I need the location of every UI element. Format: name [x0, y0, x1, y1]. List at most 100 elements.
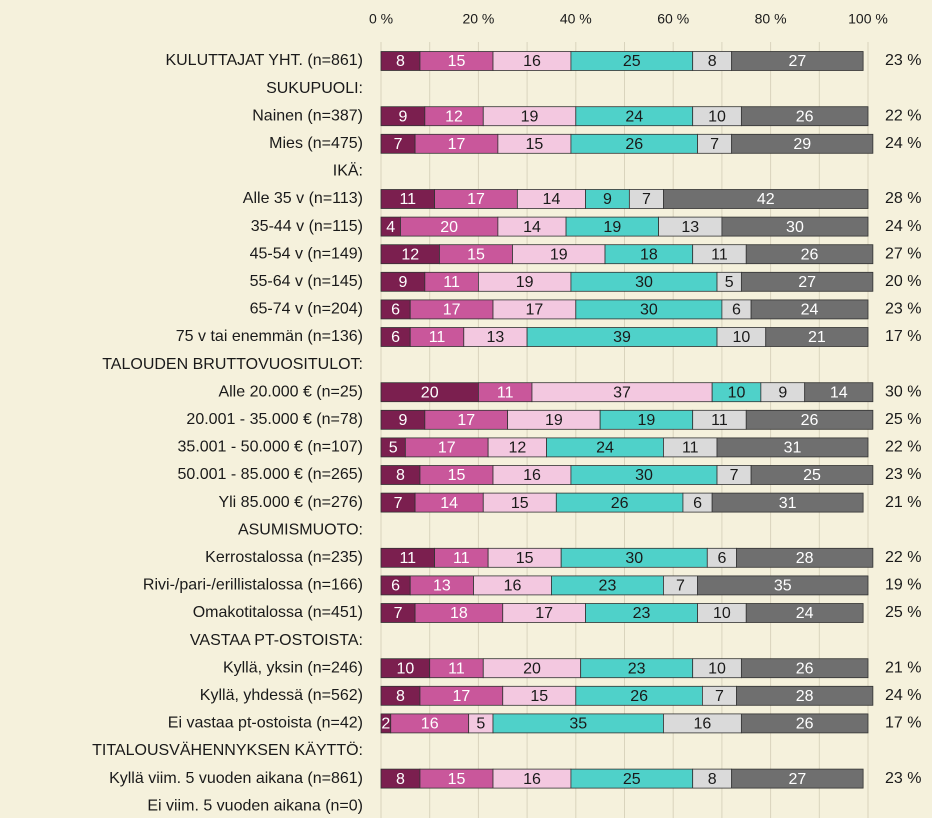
bar-segment — [663, 189, 869, 209]
total-label: 24 % — [885, 687, 921, 704]
bar-segment — [736, 685, 874, 706]
total-label: 24 % — [885, 218, 921, 235]
category-label: Kyllä, yhdessä (n=562) — [200, 687, 363, 704]
data-label: 11 — [429, 329, 446, 346]
data-label: 15 — [516, 550, 534, 567]
data-label: 20 — [421, 384, 439, 401]
data-label: 24 — [625, 108, 643, 125]
bar-segment — [740, 713, 869, 734]
data-label: 29 — [793, 136, 811, 153]
bar-segment — [750, 465, 874, 485]
total-label: 24 % — [885, 135, 921, 152]
data-label: 37 — [613, 384, 631, 401]
data-label: 20 — [523, 660, 541, 677]
data-label: 23 — [628, 660, 646, 677]
category-label: Omakotitalossa (n=451) — [193, 604, 363, 621]
data-label: 11 — [448, 660, 465, 677]
data-label: 9 — [778, 384, 787, 401]
data-label: 5 — [476, 716, 485, 733]
data-label: 7 — [394, 605, 403, 622]
total-label: 27 % — [885, 245, 921, 262]
bar-segment — [740, 106, 869, 127]
category-label: Rivi-/pari-/erillistalossa (n=166) — [143, 577, 363, 594]
data-label: 26 — [611, 495, 629, 512]
data-label: 15 — [530, 688, 548, 705]
data-label: 11 — [711, 412, 728, 429]
data-label: 17 — [438, 440, 456, 457]
category-label: IKÄ: — [333, 162, 363, 180]
total-label: 23 % — [885, 301, 921, 318]
total-label: 20 % — [885, 273, 921, 290]
data-label: 19 — [550, 246, 568, 263]
data-label: 12 — [508, 440, 526, 457]
bar-segment — [745, 244, 874, 265]
data-label: 12 — [401, 246, 419, 263]
data-label: 16 — [523, 467, 541, 484]
data-label: 26 — [796, 660, 814, 677]
total-label: 17 % — [885, 715, 921, 732]
data-label: 19 — [603, 219, 621, 236]
data-label: 35 — [569, 716, 587, 733]
category-label: Yli 85.000 € (n=276) — [218, 494, 363, 511]
total-label: 21 % — [885, 494, 921, 511]
total-label: 30 % — [885, 383, 921, 400]
data-label: 10 — [728, 384, 746, 401]
data-label: 11 — [399, 550, 416, 567]
bar-segment — [731, 51, 864, 71]
data-label: 28 — [796, 550, 814, 567]
category-label: TITALOUSVÄHENNYKSEN KÄYTTÖ: — [92, 741, 363, 759]
data-label: 17 — [448, 136, 466, 153]
category-label: Kerrostalossa (n=235) — [205, 549, 363, 566]
data-label: 16 — [694, 716, 712, 733]
x-tick-label: 100 % — [848, 11, 888, 27]
data-label: 9 — [398, 412, 407, 429]
data-label: 31 — [784, 440, 802, 457]
data-label: 25 — [623, 53, 641, 70]
data-label: 27 — [788, 771, 806, 788]
category-label: 20.001 - 35.000 € (n=78) — [186, 411, 363, 428]
data-label: 15 — [526, 136, 544, 153]
data-label: 16 — [421, 716, 439, 733]
category-label: Kyllä, yksin (n=246) — [223, 659, 363, 676]
category-label: 45-54 v (n=149) — [250, 245, 363, 262]
data-label: 30 — [635, 467, 653, 484]
data-label: 15 — [511, 495, 529, 512]
data-label: 6 — [391, 329, 400, 346]
data-label: 19 — [521, 108, 539, 125]
bar-segment — [740, 658, 869, 679]
category-label: Kyllä viim. 5 vuoden aikana (n=861) — [109, 770, 363, 787]
data-label: 10 — [732, 329, 750, 346]
data-label: 13 — [433, 578, 451, 595]
data-label: 17 — [452, 688, 470, 705]
data-label: 15 — [448, 467, 466, 484]
bar-segment — [745, 409, 874, 430]
data-label: 11 — [497, 384, 514, 401]
data-label: 8 — [396, 53, 405, 70]
data-label: 25 — [623, 771, 641, 788]
data-label: 10 — [708, 660, 726, 677]
data-label: 25 — [803, 467, 821, 484]
bar-segment — [750, 299, 869, 320]
data-label: 11 — [711, 246, 728, 263]
category-label: Alle 35 v (n=113) — [243, 190, 363, 207]
total-label: 21 % — [885, 659, 921, 676]
data-label: 19 — [516, 274, 534, 291]
category-label: KULUTTAJAT YHT. (n=861) — [165, 52, 363, 69]
total-label: 22 % — [885, 107, 921, 124]
data-label: 17 — [467, 191, 485, 208]
data-label: 18 — [450, 605, 468, 622]
total-label: 22 % — [885, 439, 921, 456]
data-label: 9 — [398, 108, 407, 125]
total-label: 28 % — [885, 190, 921, 207]
category-label: Ei viim. 5 vuoden aikana (n=0) — [147, 797, 363, 814]
category-label: 35.001 - 50.000 € (n=107) — [178, 439, 363, 456]
x-tick-label: 60 % — [657, 11, 689, 27]
data-label: 11 — [399, 191, 416, 208]
data-label: 31 — [779, 495, 797, 512]
data-label: 8 — [396, 771, 405, 788]
data-label: 17 — [535, 605, 553, 622]
category-label: 50.001 - 85.000 € (n=265) — [178, 466, 363, 483]
data-label: 7 — [710, 136, 719, 153]
data-label: 19 — [638, 412, 656, 429]
